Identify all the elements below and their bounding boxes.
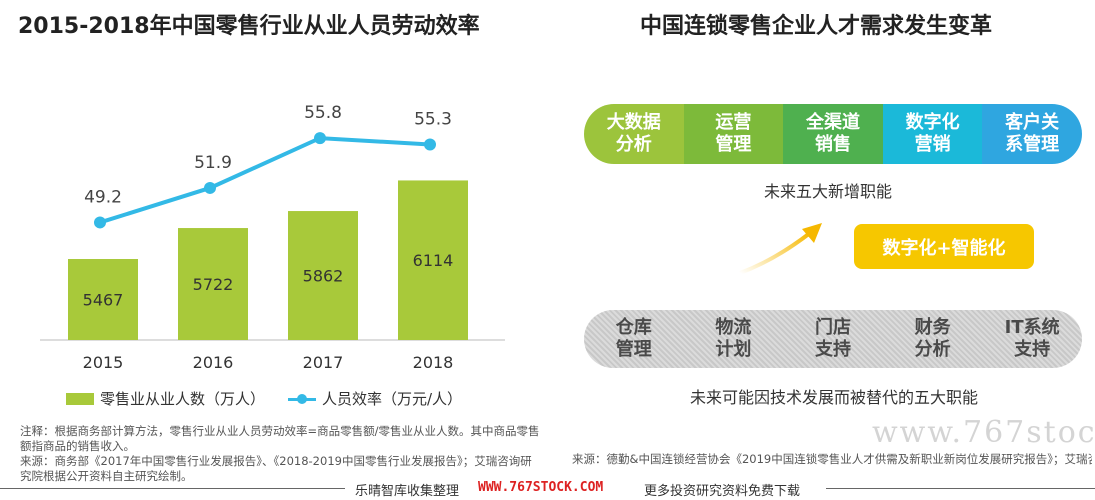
replaced-functions-bar: 仓库 管理 物流 计划 门店 支持 财务 分析 IT系统 支持	[584, 310, 1082, 368]
new-functions-caption: 未来五大新增职能	[764, 182, 893, 201]
legend-bar-item: 零售业从业人数（万人）	[66, 388, 265, 409]
x-tick-label-2016: 2016	[193, 353, 234, 372]
efficiency-point-2016	[204, 181, 216, 194]
new-function-crm: 客户关 系管理	[982, 104, 1082, 164]
replaced-function-warehouse: 仓库 管理	[615, 317, 652, 360]
legend-line-swatch	[288, 393, 316, 405]
new-function-operations: 运营 管理	[683, 104, 784, 164]
bar-value-label-2017: 5862	[303, 267, 344, 286]
new-function-digital-marketing: 数字化 营销	[882, 104, 983, 164]
bar-value-label-2016: 5722	[193, 275, 234, 294]
replaced-function-logistics: 物流 计划	[715, 317, 752, 360]
legend-line-label: 人员效率（万元/人）	[322, 390, 463, 408]
footer-rule-right	[826, 488, 1095, 489]
left-chart-title: 2015-2018年中国零售行业从业人员劳动效率	[18, 14, 480, 39]
efficiency-point-2017	[314, 132, 326, 145]
replaced-function-finance: 财务 分析	[914, 317, 951, 360]
efficiency-value-label-2018: 55.3	[414, 110, 452, 130]
right-source: 来源：德勤&中国连锁经营协会《2019中国连锁零售业人才供需及新职业新岗位发展研…	[572, 452, 1092, 466]
new-functions-bar: 大数据 分析 运营 管理 全渠道 销售 数字化 营销 客户关 系管理	[584, 104, 1082, 164]
efficiency-value-label-2017: 55.8	[304, 103, 342, 123]
new-function-big-data: 大数据 分析	[584, 104, 684, 164]
digital-intelligent-badge: 数字化+智能化	[854, 224, 1034, 269]
replaced-function-it-support: IT系统 支持	[1004, 317, 1060, 360]
footer-prefix: 乐晴智库收集整理	[355, 484, 460, 499]
new-function-omnichannel: 全渠道 销售	[783, 104, 883, 164]
legend-bar-swatch	[66, 392, 94, 405]
replaced-function-store-support: 门店 支持	[814, 317, 851, 360]
bar-2018	[398, 180, 468, 340]
bar-2015	[68, 259, 138, 340]
footer-suffix: 更多投资研究资料免费下载	[644, 484, 801, 499]
efficiency-point-2015	[94, 216, 106, 229]
bar-2017	[288, 211, 358, 340]
chart-note: 注释：根据商务部计算方法，零售行业从业人员劳动效率=商品零售额/零售业从业人数。…	[20, 424, 540, 453]
efficiency-value-label-2016: 51.9	[194, 153, 232, 173]
bar-value-label-2015: 5467	[83, 291, 124, 310]
x-tick-label-2018: 2018	[413, 353, 454, 372]
chart-source: 来源：商务部《2017年中国零售行业发展报告》、《2018-2019中国零售行业…	[20, 454, 532, 483]
efficiency-line	[99, 136, 431, 225]
efficiency-value-label-2015: 49.2	[84, 187, 122, 207]
legend-line-item: 人员效率（万元/人）	[288, 388, 462, 409]
right-panel-title: 中国连锁零售企业人才需求发生变革	[640, 14, 993, 39]
replaced-functions-caption: 未来可能因技术发展而被替代的五大职能	[690, 388, 979, 407]
watermark-text: www.767stock.c	[872, 415, 1095, 450]
footer-website-link[interactable]: WWW.767STOCK.COM	[478, 480, 604, 495]
employment-efficiency-chart: 5467 2015 5722 2016 5862 2017 6114 2018 49.2 51.9…	[40, 103, 505, 372]
footer-rule-left	[0, 488, 345, 489]
upward-arrow-icon	[739, 223, 822, 275]
legend-bar-label: 零售业从业人数（万人）	[100, 390, 266, 408]
x-tick-label-2015: 2015	[83, 353, 124, 372]
bar-value-label-2018: 6114	[413, 251, 454, 270]
x-tick-label-2017: 2017	[303, 353, 344, 372]
bar-2016	[178, 228, 248, 340]
efficiency-point-2018	[424, 138, 436, 151]
